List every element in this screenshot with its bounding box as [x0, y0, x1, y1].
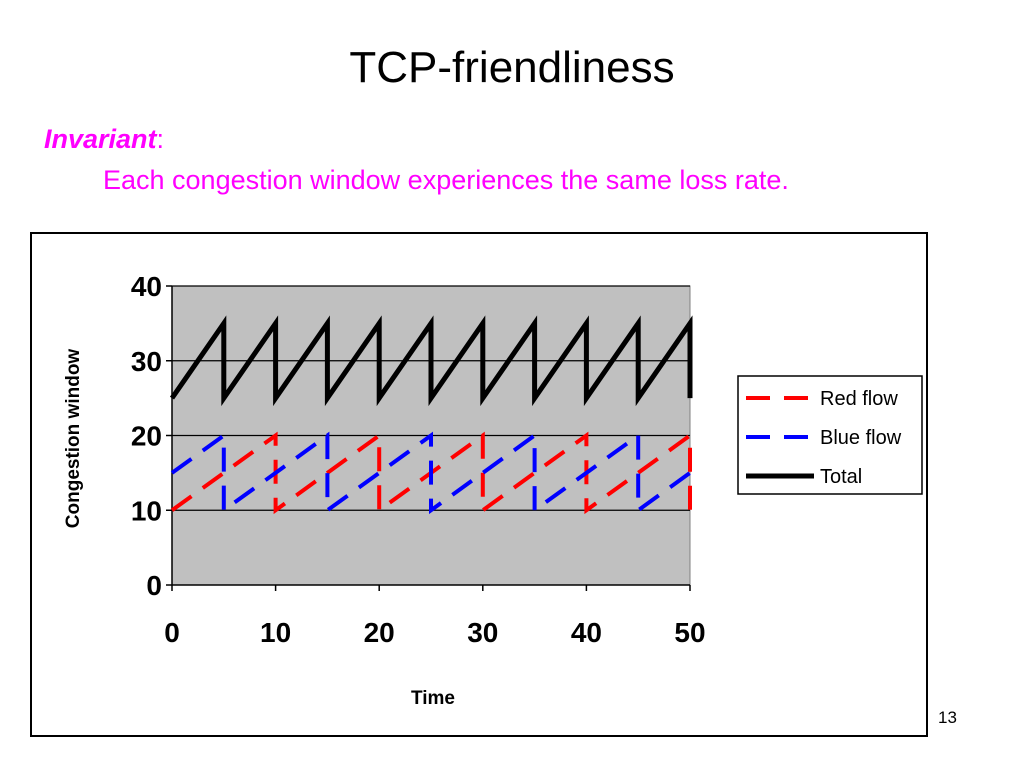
legend-label-red-flow: Red flow [820, 388, 898, 410]
x-tick-label-20: 20 [364, 617, 395, 648]
invariant-label: Invariant [44, 124, 157, 154]
chart-frame: 0 10 20 30 40 0 10 20 30 40 50 Time Congestion windo… [30, 232, 928, 737]
y-tick-label-0: 0 [146, 570, 162, 601]
x-tick-label-30: 30 [467, 617, 498, 648]
y-tick-label-40: 40 [131, 271, 162, 302]
invariant-heading: Invariant: [44, 124, 164, 155]
page-number: 13 [938, 708, 957, 727]
congestion-window-chart: 0 10 20 30 40 0 10 20 30 40 50 Time Congestion windo… [63, 271, 923, 709]
x-tick-label-10: 10 [260, 617, 291, 648]
invariant-text: Each congestion window experiences the s… [103, 165, 789, 195]
x-tick-label-50: 50 [674, 617, 705, 648]
series-line-total [169, 315, 693, 407]
invariant-colon: : [156, 124, 165, 154]
y-tick-label-30: 30 [131, 346, 162, 377]
legend-label-blue-flow: Blue flow [820, 427, 902, 449]
x-axis-title: Time [411, 688, 455, 709]
slide-title: TCP-friendliness [349, 43, 675, 92]
y-axis-title: Congestion window [63, 349, 84, 529]
y-tick-label-20: 20 [131, 421, 162, 452]
y-tick-label-10: 10 [131, 495, 162, 526]
x-tick-label-40: 40 [571, 617, 602, 648]
series-line-red-flow [170, 431, 692, 515]
legend-label-total: Total [820, 466, 862, 488]
x-tick-label-0: 0 [164, 617, 180, 648]
series-line-blue-flow [170, 431, 692, 515]
